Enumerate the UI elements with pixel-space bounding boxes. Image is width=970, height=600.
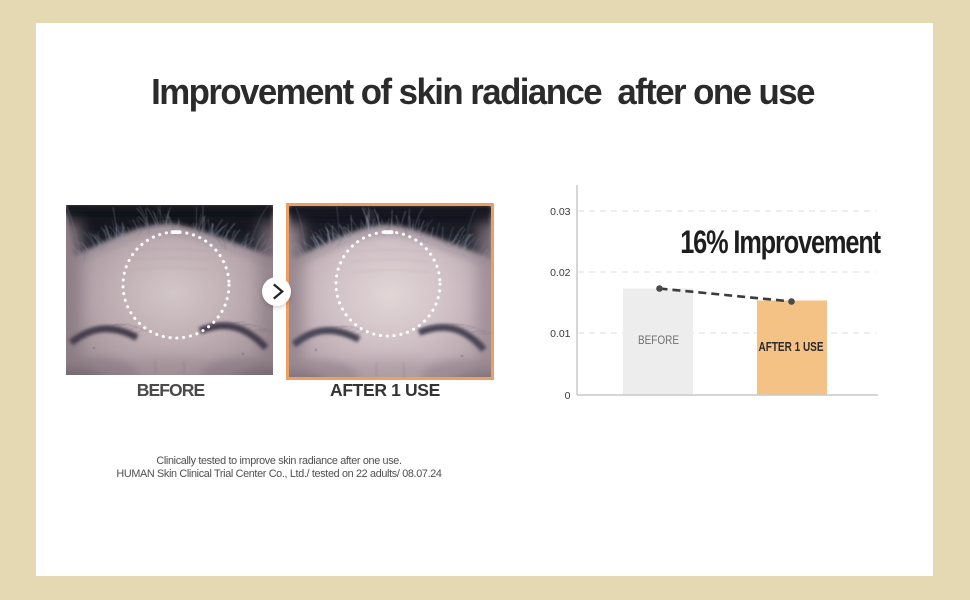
svg-text:0: 0 [565, 390, 571, 402]
svg-text:0.03: 0.03 [550, 206, 571, 218]
svg-text:BEFORE: BEFORE [638, 333, 679, 347]
svg-text:AFTER 1 USE: AFTER 1 USE [759, 339, 824, 354]
svg-text:0.01: 0.01 [550, 328, 571, 340]
svg-text:0.02: 0.02 [550, 267, 571, 279]
